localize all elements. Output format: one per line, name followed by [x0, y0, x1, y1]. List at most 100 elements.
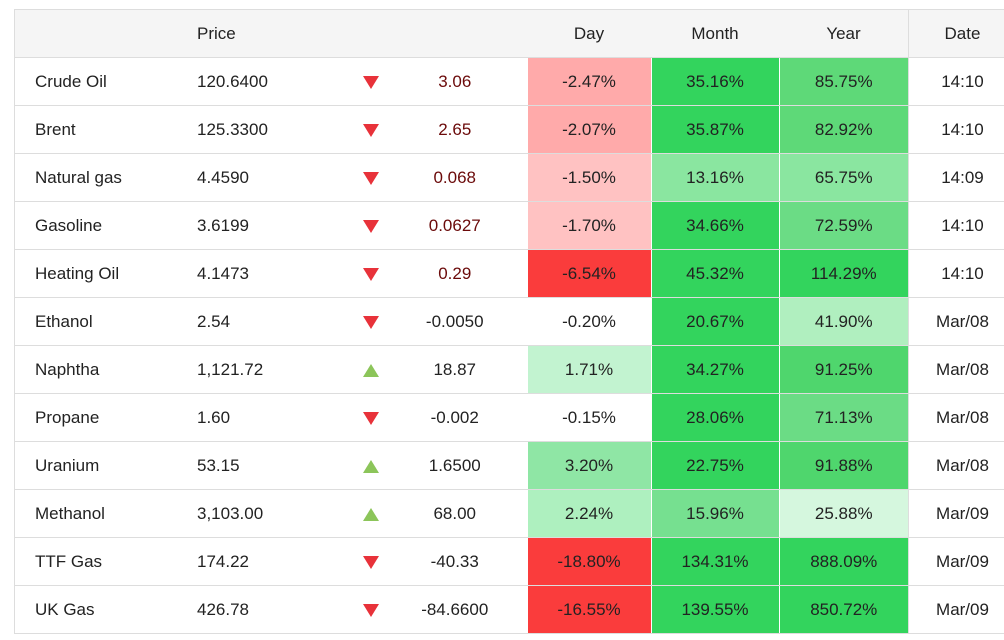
header-row: Price Day Month Year Date	[14, 9, 1004, 58]
change-value: 0.0627	[383, 201, 527, 250]
change-value: -40.33	[383, 537, 527, 586]
change-value: -0.0050	[383, 297, 527, 346]
table-row[interactable]: UK Gas 426.78 -84.6600 -16.55% 139.55% 850.72…	[14, 585, 1004, 634]
table-row[interactable]: Heating Oil 4.1473 0.29 -6.54% 45.32% 114.29%…	[14, 249, 1004, 298]
arrow-down-icon	[363, 603, 379, 617]
table-row[interactable]: Natural gas 4.4590 0.068 -1.50% 13.16% 65.75%…	[14, 153, 1004, 202]
price-value: 3.6199	[197, 201, 327, 250]
change-value: 1.6500	[383, 441, 527, 490]
direction-cell	[327, 249, 383, 298]
direction-cell	[327, 489, 383, 538]
arrow-down-icon	[363, 123, 379, 137]
commodity-name[interactable]: TTF Gas	[14, 537, 197, 586]
arrow-down-icon	[363, 555, 379, 569]
month-change: 35.16%	[650, 57, 779, 106]
commodity-name[interactable]: UK Gas	[14, 585, 197, 634]
direction-cell	[327, 201, 383, 250]
table-row[interactable]: Uranium 53.15 1.6500 3.20% 22.75% 91.88% Mar/0…	[14, 441, 1004, 490]
month-change: 139.55%	[650, 585, 779, 634]
header-month[interactable]: Month	[651, 9, 779, 58]
header-price[interactable]: Price	[197, 9, 327, 58]
direction-cell	[327, 345, 383, 394]
year-change: 91.88%	[778, 441, 909, 490]
update-date: Mar/09	[908, 489, 1004, 538]
price-value: 53.15	[197, 441, 327, 490]
day-change: 1.71%	[526, 345, 651, 394]
commodity-name[interactable]: Heating Oil	[14, 249, 197, 298]
table-row[interactable]: Naphtha 1,121.72 18.87 1.71% 34.27% 91.25% Mar…	[14, 345, 1004, 394]
year-change: 41.90%	[778, 297, 909, 346]
update-date: Mar/08	[908, 393, 1004, 442]
arrow-down-icon	[363, 171, 379, 185]
year-change: 85.75%	[778, 57, 909, 106]
commodity-name[interactable]: Natural gas	[14, 153, 197, 202]
commodities-table: Price Day Month Year Date Crude Oil 120.6…	[14, 9, 1004, 634]
change-value: 2.65	[383, 105, 527, 154]
header-year[interactable]: Year	[779, 9, 909, 58]
header-day[interactable]: Day	[527, 9, 651, 58]
update-date: Mar/08	[908, 345, 1004, 394]
update-date: 14:10	[908, 105, 1004, 154]
table-row[interactable]: Propane 1.60 -0.002 -0.15% 28.06% 71.13% Mar/0…	[14, 393, 1004, 442]
day-change: -1.70%	[526, 201, 651, 250]
commodity-name[interactable]: Ethanol	[14, 297, 197, 346]
commodity-name[interactable]: Crude Oil	[14, 57, 197, 106]
price-value: 3,103.00	[197, 489, 327, 538]
update-date: Mar/09	[908, 585, 1004, 634]
table-row[interactable]: Crude Oil 120.6400 3.06 -2.47% 35.16% 85.75% 1…	[14, 57, 1004, 106]
day-change: -1.50%	[526, 153, 651, 202]
table-row[interactable]: Gasoline 3.6199 0.0627 -1.70% 34.66% 72.59% 14…	[14, 201, 1004, 250]
year-change: 91.25%	[778, 345, 909, 394]
price-value: 1,121.72	[197, 345, 327, 394]
commodity-name[interactable]: Naphtha	[14, 345, 197, 394]
header-date[interactable]: Date	[908, 9, 1004, 58]
change-value: 0.068	[383, 153, 527, 202]
day-change: -2.07%	[526, 105, 651, 154]
table-row[interactable]: Ethanol 2.54 -0.0050 -0.20% 20.67% 41.90% Mar/…	[14, 297, 1004, 346]
arrow-up-icon	[363, 459, 379, 473]
price-value: 120.6400	[197, 57, 327, 106]
commodity-name[interactable]: Propane	[14, 393, 197, 442]
direction-cell	[327, 441, 383, 490]
month-change: 34.27%	[650, 345, 779, 394]
commodity-name[interactable]: Methanol	[14, 489, 197, 538]
day-change: -18.80%	[526, 537, 651, 586]
header-change[interactable]	[383, 9, 527, 58]
update-date: 14:09	[908, 153, 1004, 202]
update-date: Mar/08	[908, 297, 1004, 346]
table-row[interactable]: Brent 125.3300 2.65 -2.07% 35.87% 82.92% 14:10	[14, 105, 1004, 154]
update-date: 14:10	[908, 201, 1004, 250]
change-value: 0.29	[383, 249, 527, 298]
direction-cell	[327, 153, 383, 202]
price-value: 1.60	[197, 393, 327, 442]
arrow-down-icon	[363, 411, 379, 425]
commodity-name[interactable]: Uranium	[14, 441, 197, 490]
price-value: 4.1473	[197, 249, 327, 298]
commodity-name[interactable]: Gasoline	[14, 201, 197, 250]
direction-cell	[327, 393, 383, 442]
month-change: 22.75%	[650, 441, 779, 490]
year-change: 850.72%	[778, 585, 909, 634]
direction-cell	[327, 537, 383, 586]
commodity-name[interactable]: Brent	[14, 105, 197, 154]
table-row[interactable]: TTF Gas 174.22 -40.33 -18.80% 134.31% 888.09%…	[14, 537, 1004, 586]
change-value: 3.06	[383, 57, 527, 106]
arrow-down-icon	[363, 219, 379, 233]
month-change: 134.31%	[650, 537, 779, 586]
month-change: 20.67%	[650, 297, 779, 346]
header-name[interactable]	[14, 9, 197, 58]
month-change: 28.06%	[650, 393, 779, 442]
direction-cell	[327, 57, 383, 106]
day-change: -16.55%	[526, 585, 651, 634]
month-change: 45.32%	[650, 249, 779, 298]
year-change: 71.13%	[778, 393, 909, 442]
change-value: -0.002	[383, 393, 527, 442]
month-change: 35.87%	[650, 105, 779, 154]
table-row[interactable]: Methanol 3,103.00 68.00 2.24% 15.96% 25.88% Ma…	[14, 489, 1004, 538]
update-date: 14:10	[908, 249, 1004, 298]
change-value: 18.87	[383, 345, 527, 394]
arrow-up-icon	[363, 507, 379, 521]
month-change: 34.66%	[650, 201, 779, 250]
update-date: 14:10	[908, 57, 1004, 106]
direction-cell	[327, 105, 383, 154]
